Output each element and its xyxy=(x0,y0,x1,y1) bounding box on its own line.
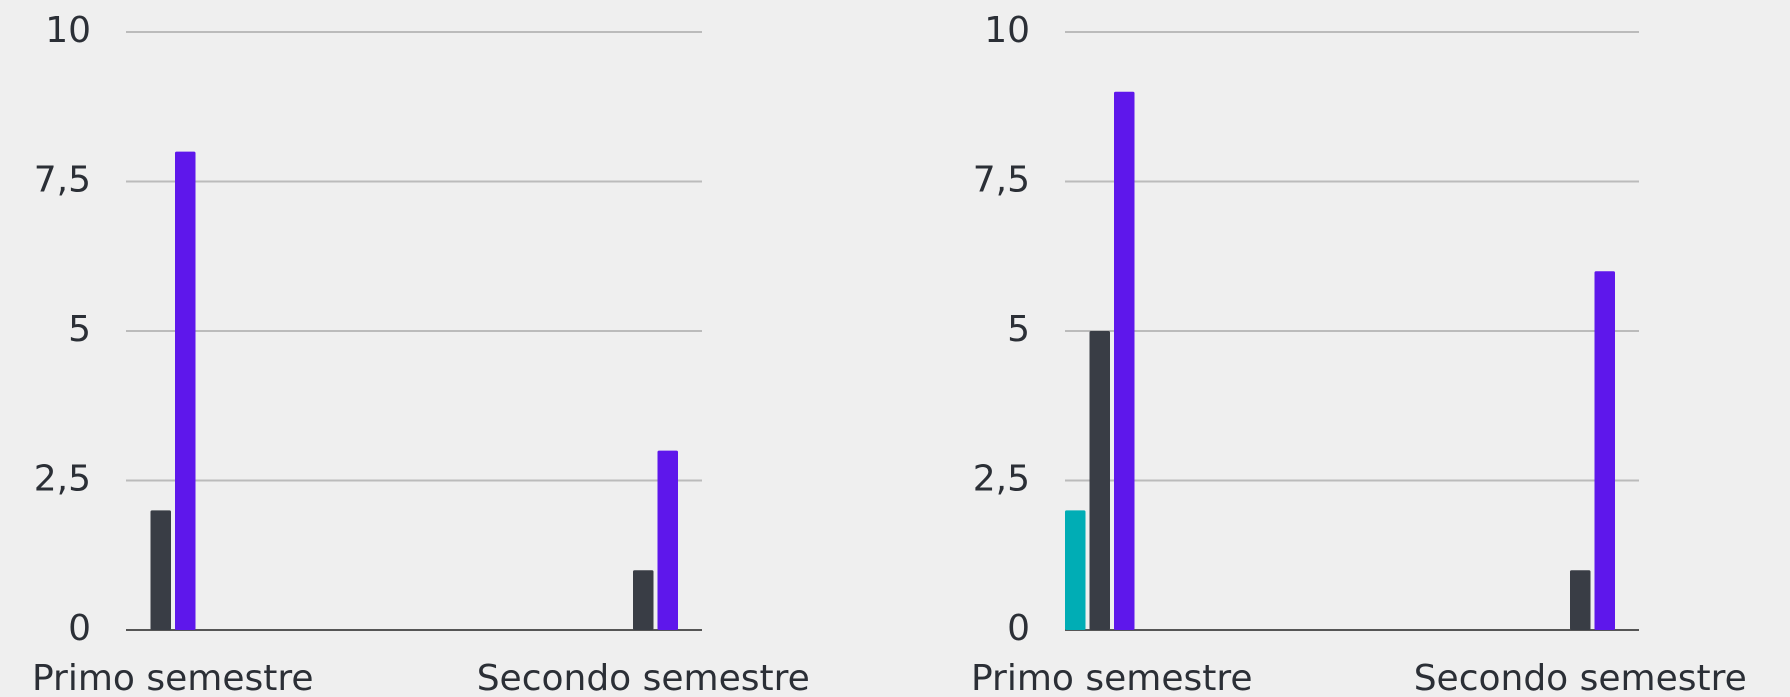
bar xyxy=(657,450,678,630)
bar xyxy=(633,570,654,630)
y-tick-label: 0 xyxy=(68,608,91,649)
y-tick-label: 5 xyxy=(68,309,91,350)
bar xyxy=(1570,570,1591,630)
y-tick-label: 5 xyxy=(1007,309,1030,350)
bar xyxy=(1594,271,1615,630)
y-tick-label: 0 xyxy=(1007,608,1030,649)
bar xyxy=(1089,331,1110,630)
y-tick-label: 10 xyxy=(984,10,1030,51)
x-tick-label: Secondo semestre xyxy=(1414,658,1747,697)
x-tick-label: Secondo semestre xyxy=(477,658,810,697)
y-tick-label: 7,5 xyxy=(34,160,91,201)
y-tick-label: 7,5 xyxy=(973,160,1030,201)
x-tick-label: Primo semestre xyxy=(971,658,1253,697)
bar xyxy=(1065,510,1086,630)
x-tick-label: Primo semestre xyxy=(32,658,314,697)
y-tick-label: 2,5 xyxy=(34,459,91,500)
y-tick-label: 2,5 xyxy=(973,459,1030,500)
bar xyxy=(150,510,171,630)
y-tick-label: 10 xyxy=(45,10,91,51)
bar xyxy=(175,151,196,630)
bar xyxy=(1114,91,1135,631)
